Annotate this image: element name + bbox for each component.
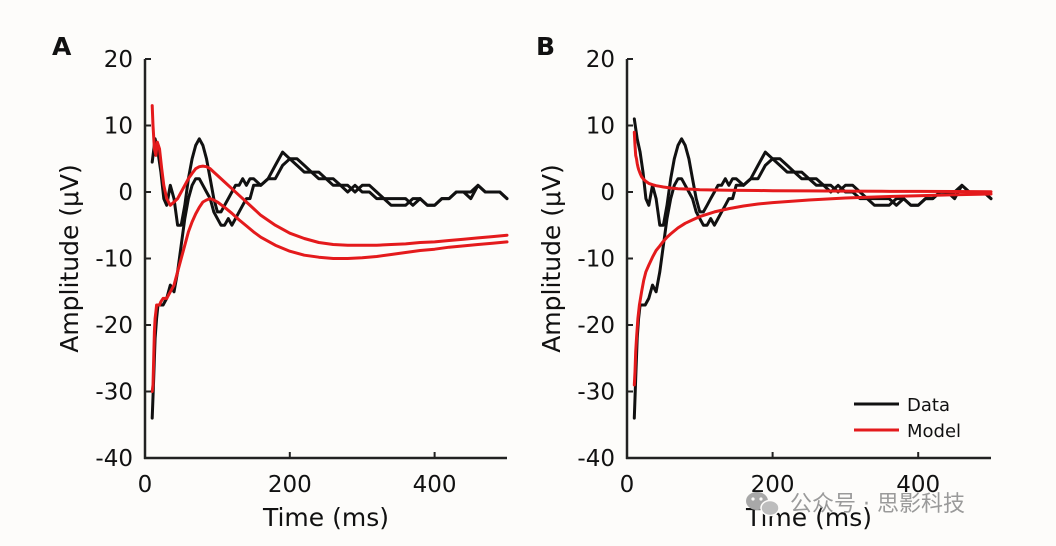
x-tick-label: 400 [413,472,457,498]
y-tick-label: 0 [118,180,133,206]
x-tick-label: 0 [138,472,153,498]
series-data-line-0 [632,117,993,227]
y-tick-label: -20 [577,313,615,339]
series-model-line-3 [150,197,509,393]
watermark-text: 公众号 · 思影科技 [790,492,965,517]
y-tick-label: -40 [95,446,133,472]
y-tick-label: -20 [95,313,133,339]
y-tick-label: -30 [95,380,133,406]
y-tick-label: -30 [577,380,615,406]
y-tick-label: 20 [104,47,133,73]
x-axis-label: Time (ms) [262,503,389,532]
y-tick-label: -40 [577,446,615,472]
y-tick-label: -10 [95,247,133,273]
wechat-icon [746,492,780,517]
x-tick-label: 0 [620,472,635,498]
x-tick-label: 200 [268,472,312,498]
legend-label-model: Model [907,421,961,442]
series-model-line-2 [150,104,509,247]
y-tick-label: 10 [104,114,133,140]
y-tick-label: 20 [586,47,615,73]
legend: Data Model [854,395,961,442]
y-tick-label: -10 [577,247,615,273]
y-axis-label: Amplitude (μV) [55,164,84,353]
watermark: 公众号 · 思影科技 [746,492,965,517]
series-data-line-1 [632,150,993,420]
series-model-line-3 [632,192,993,387]
series-data-line-1 [150,150,509,420]
legend-label-data: Data [907,395,950,416]
x-tick-label: 400 [896,472,940,498]
y-axis-label: Amplitude (μV) [537,164,566,353]
y-tick-label: 10 [586,114,615,140]
panel-letter: B [536,32,555,61]
series-model-line-2 [632,130,993,194]
panel-letter: A [52,32,72,61]
y-tick-label: 0 [600,180,615,206]
